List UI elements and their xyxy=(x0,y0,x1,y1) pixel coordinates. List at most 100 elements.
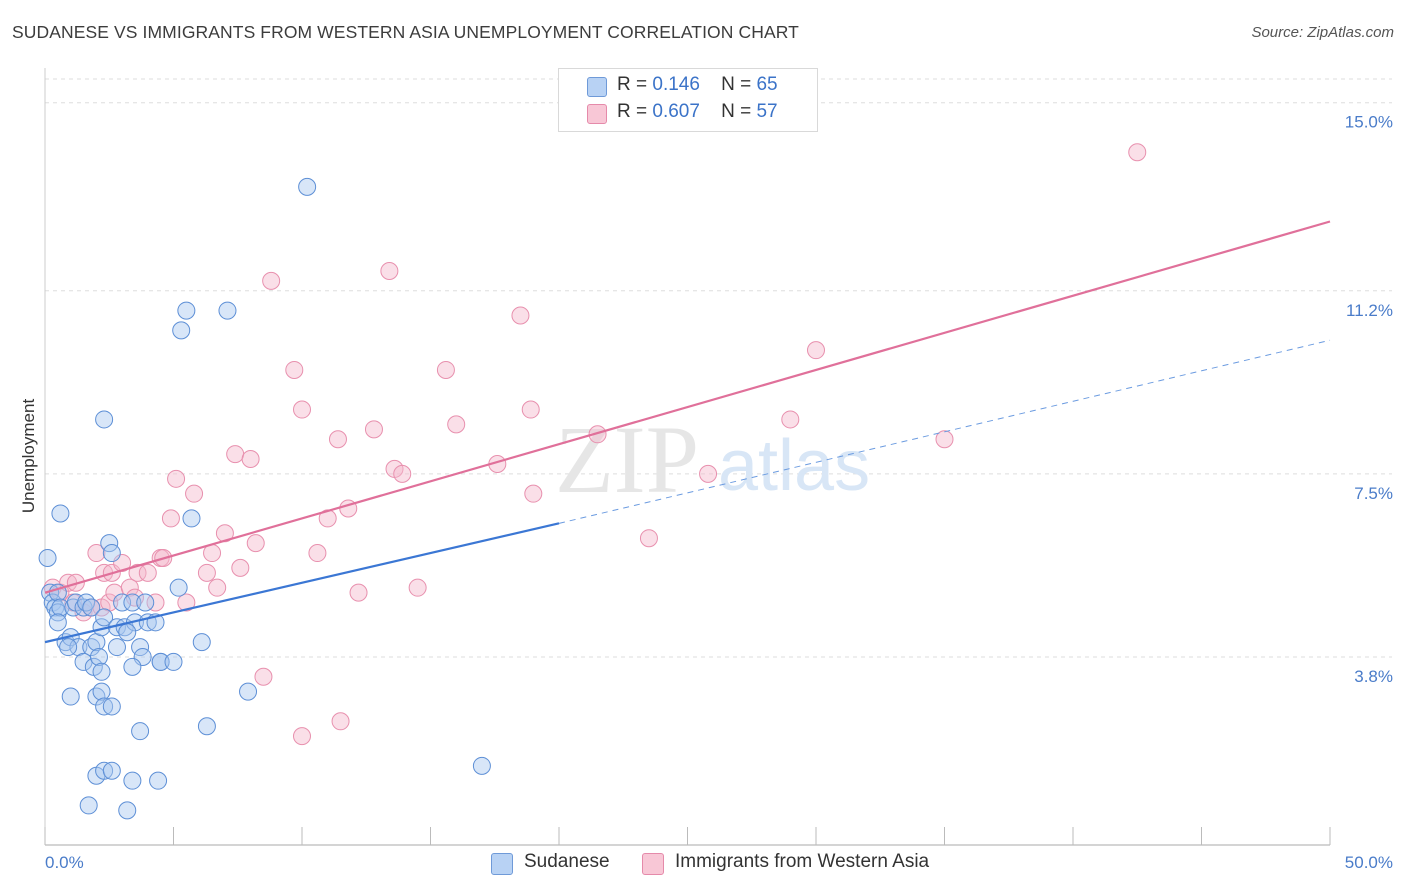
x-tick-label: 0.0% xyxy=(45,853,84,872)
data-point-immigrants xyxy=(87,544,106,563)
data-point-immigrants xyxy=(128,563,147,582)
data-point-immigrants xyxy=(408,578,427,597)
legend-n-label: N = xyxy=(721,74,752,95)
data-point-sudanese xyxy=(218,301,237,320)
data-point-immigrants xyxy=(308,544,327,563)
data-point-immigrants xyxy=(185,484,204,503)
data-point-immigrants xyxy=(699,464,718,483)
data-point-immigrants xyxy=(524,484,543,503)
data-point-sudanese xyxy=(82,598,101,617)
watermark: ZIP atlas xyxy=(555,406,870,513)
data-point-immigrants xyxy=(380,261,399,280)
watermark-zip: ZIP xyxy=(555,406,699,513)
data-point-sudanese xyxy=(74,598,93,617)
data-point-immigrants xyxy=(138,563,157,582)
data-point-sudanese xyxy=(92,662,111,681)
data-point-immigrants xyxy=(447,415,466,434)
data-point-sudanese xyxy=(107,638,126,657)
data-point-immigrants xyxy=(161,509,180,528)
data-point-immigrants xyxy=(231,558,250,577)
y-tick-label: 15.0% xyxy=(1345,113,1393,132)
y-axis-title: Unemployment xyxy=(19,399,38,514)
data-point-immigrants xyxy=(521,400,540,419)
data-point-immigrants xyxy=(208,578,227,597)
data-point-sudanese xyxy=(123,657,142,676)
series-sudanese-points xyxy=(38,177,491,820)
data-point-sudanese xyxy=(123,771,142,790)
data-point-sudanese xyxy=(192,633,211,652)
data-point-sudanese xyxy=(82,638,101,657)
trend-line-immigrants xyxy=(44,220,1331,594)
data-point-sudanese xyxy=(102,697,121,716)
data-point-sudanese xyxy=(118,623,137,642)
data-point-sudanese xyxy=(131,722,150,741)
data-point-immigrants xyxy=(293,400,311,419)
data-point-immigrants xyxy=(393,464,412,483)
data-point-sudanese xyxy=(95,761,114,780)
data-point-immigrants xyxy=(197,563,216,582)
data-point-sudanese xyxy=(48,613,67,632)
watermark-atlas: atlas xyxy=(718,426,870,506)
data-point-immigrants xyxy=(120,578,139,597)
data-point-sudanese xyxy=(177,301,196,320)
data-point-immigrants xyxy=(511,306,530,325)
data-point-sudanese xyxy=(298,177,317,196)
data-point-sudanese xyxy=(182,509,201,528)
data-point-immigrants xyxy=(588,425,607,444)
axis-labels: 3.8% 7.5% 11.2% 15.0% 0.0% 50.0% Unemployment xyxy=(19,113,1393,872)
data-point-sudanese xyxy=(61,687,80,706)
trend-lines xyxy=(44,220,1331,644)
data-point-immigrants xyxy=(807,341,825,360)
y-tick-label: 7.5% xyxy=(1354,484,1393,503)
legend-n-value: 65 xyxy=(756,74,778,95)
bottom-legend-swatch-blue xyxy=(491,853,513,875)
legend-r-label: R = xyxy=(617,101,648,122)
data-point-immigrants xyxy=(262,271,281,290)
data-point-sudanese xyxy=(169,578,188,597)
data-point-sudanese xyxy=(136,593,155,612)
data-point-sudanese xyxy=(239,682,258,701)
chart-title: SUDANESE VS IMMIGRANTS FROM WESTERN ASIA… xyxy=(12,22,799,42)
data-point-sudanese xyxy=(172,321,191,340)
data-point-immigrants xyxy=(781,410,800,429)
data-point-sudanese xyxy=(95,697,114,716)
data-point-immigrants xyxy=(364,420,383,439)
bottom-legend-swatch-pink xyxy=(642,853,664,875)
data-point-sudanese xyxy=(95,608,114,627)
data-point-sudanese xyxy=(197,717,216,736)
data-point-sudanese xyxy=(77,593,96,612)
data-point-sudanese xyxy=(123,593,142,612)
data-point-immigrants xyxy=(639,529,658,548)
y-tick-label: 11.2% xyxy=(1346,301,1393,320)
data-point-sudanese xyxy=(102,544,121,563)
bottom-legend-label: Immigrants from Western Asia xyxy=(675,851,930,872)
data-point-sudanese xyxy=(151,652,170,671)
data-point-sudanese xyxy=(149,771,168,790)
data-point-sudanese xyxy=(89,647,108,666)
data-point-immigrants xyxy=(254,667,273,686)
legend-swatch-blue xyxy=(587,77,607,97)
data-point-immigrants xyxy=(1128,143,1147,162)
data-point-immigrants xyxy=(177,593,196,612)
legend-n-label: N = xyxy=(721,101,752,122)
data-point-immigrants xyxy=(246,534,265,553)
axes xyxy=(44,68,1331,846)
data-point-sudanese xyxy=(87,687,106,706)
data-point-sudanese xyxy=(164,652,183,671)
bottom-legend-label: Sudanese xyxy=(524,851,610,872)
data-point-sudanese xyxy=(92,682,111,701)
legend-n-value: 57 xyxy=(756,101,778,122)
data-point-immigrants xyxy=(293,727,311,746)
data-point-sudanese xyxy=(38,548,57,567)
data-point-sudanese xyxy=(118,801,137,820)
legend-r-value: 0.607 xyxy=(652,101,700,122)
legend-r-label: R = xyxy=(617,74,648,95)
data-point-sudanese xyxy=(46,598,65,617)
data-point-immigrants xyxy=(328,430,347,449)
data-point-sudanese xyxy=(472,756,491,775)
data-point-sudanese xyxy=(95,410,114,429)
data-point-immigrants xyxy=(436,360,455,379)
data-point-immigrants xyxy=(349,583,368,602)
data-point-immigrants xyxy=(331,712,350,731)
